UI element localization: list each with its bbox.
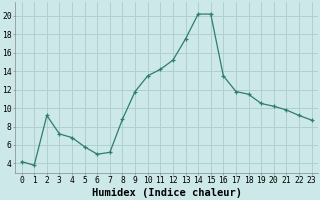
X-axis label: Humidex (Indice chaleur): Humidex (Indice chaleur) — [92, 188, 242, 198]
